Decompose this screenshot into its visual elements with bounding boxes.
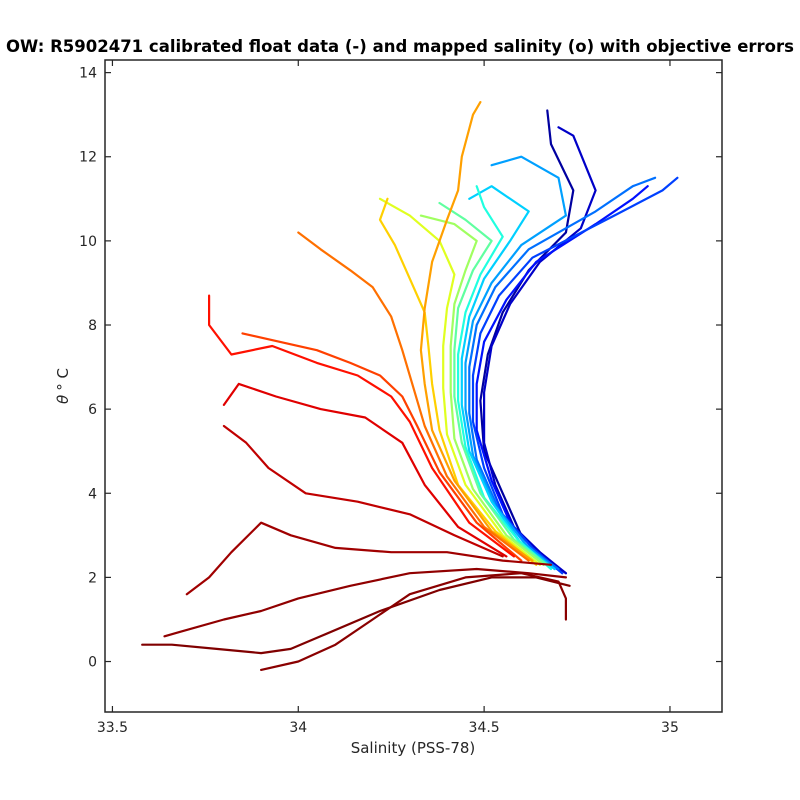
y-axis-label-theta: θ	[54, 395, 72, 404]
y-tick-label: 4	[88, 486, 97, 502]
series-line-14	[297, 231, 530, 562]
series-line-17	[222, 382, 508, 558]
y-tick-label: 14	[79, 66, 97, 82]
svg-text:θ° C: θ ° C	[54, 368, 72, 404]
tick-layer: 33.5 34 34.5 35 0 2 4 6 8 10 12 14	[79, 60, 722, 736]
series-line-11	[378, 197, 542, 566]
y-tick-label: 2	[88, 570, 97, 586]
series-line-22	[260, 572, 568, 672]
x-tick-label: 35	[661, 720, 679, 736]
series-line-9	[438, 201, 549, 566]
y-tick-label: 12	[79, 150, 97, 166]
x-tick-label: 33.5	[97, 720, 128, 736]
y-tick-label: 0	[88, 655, 97, 671]
y-tick-label: 10	[79, 234, 97, 250]
x-tick-label: 34	[289, 720, 307, 736]
series-line-15	[241, 332, 523, 562]
series-line-21	[141, 576, 571, 655]
x-tick-label: 34.5	[469, 720, 500, 736]
series-layer	[141, 100, 679, 672]
series-line-18	[222, 424, 504, 558]
y-axis-label-unit: ° C	[54, 368, 72, 391]
y-tick-label: 8	[88, 318, 97, 334]
series-line-7	[460, 185, 556, 571]
series-line-12	[378, 197, 538, 566]
series-line-16	[208, 294, 516, 558]
series-line-19	[185, 521, 553, 596]
series-line-20	[163, 567, 568, 638]
chart-title: OW: R5902471 calibrated float data (-) a…	[6, 37, 794, 56]
series-line-10	[419, 214, 545, 566]
plot-frame	[104, 59, 723, 713]
series-line-13	[419, 100, 534, 562]
x-axis-label: Salinity (PSS-78)	[351, 739, 476, 757]
y-axis-label: θ ° C	[54, 368, 72, 404]
series-line-8	[457, 185, 553, 571]
y-tick-label: 6	[88, 402, 97, 418]
